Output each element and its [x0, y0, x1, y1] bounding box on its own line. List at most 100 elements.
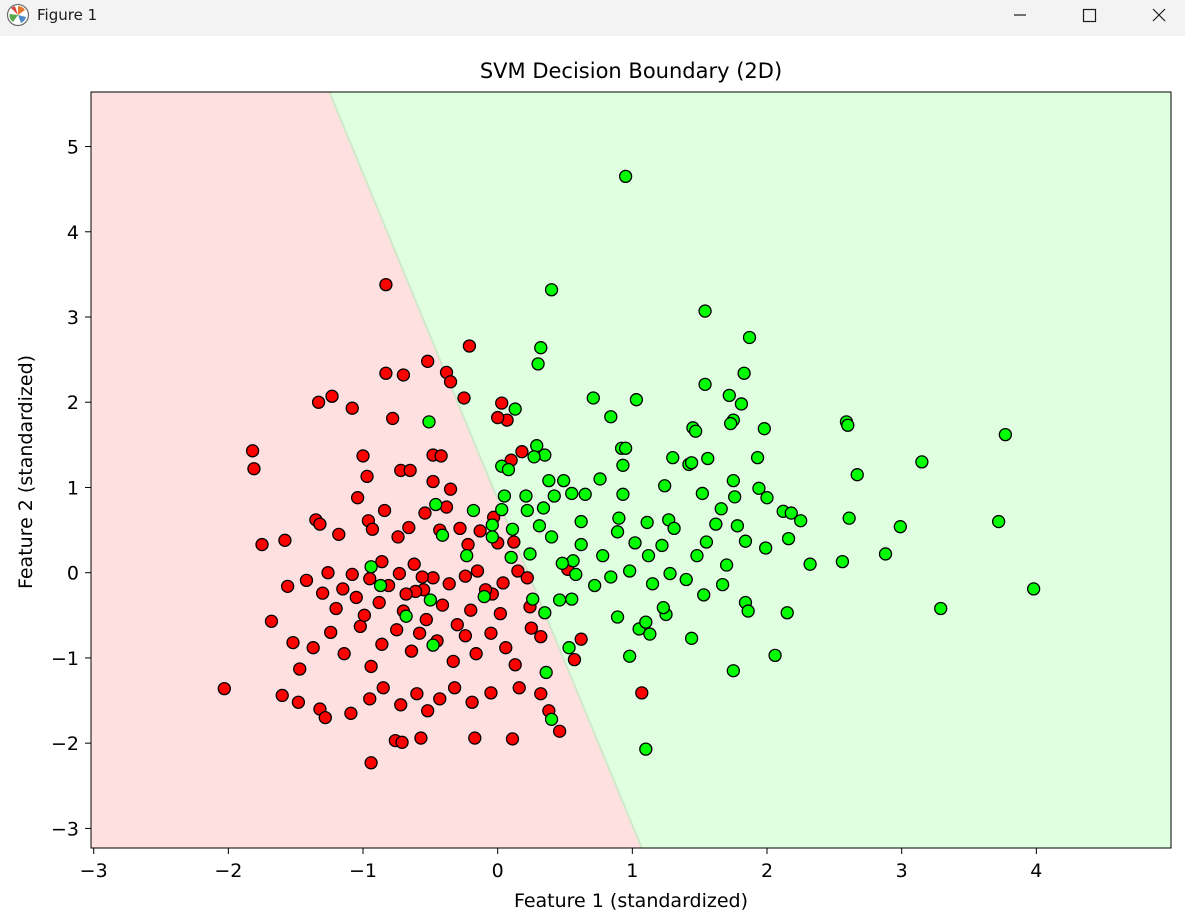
data-point-class-1	[640, 515, 654, 530]
data-point-class-0	[412, 626, 427, 640]
data-point-class-1	[547, 489, 561, 503]
data-point-class-1	[610, 525, 625, 539]
data-point-class-0	[534, 629, 548, 644]
data-point-class-1	[629, 393, 644, 407]
data-point-class-1	[623, 564, 637, 578]
data-point-class-0	[447, 681, 462, 695]
data-point-class-1	[574, 537, 588, 552]
data-point-class-1	[893, 520, 907, 534]
data-point-class-1	[610, 610, 625, 624]
data-point-class-0	[435, 598, 450, 612]
data-point-class-0	[462, 339, 477, 353]
data-point-class-0	[404, 644, 419, 658]
data-point-class-1	[364, 560, 378, 574]
close-button[interactable]	[1136, 0, 1182, 30]
data-point-class-0	[443, 482, 458, 496]
data-point-class-0	[336, 582, 350, 596]
data-point-class-0	[278, 533, 292, 547]
y-tick-label: 1	[67, 477, 79, 499]
x-axis-label: Feature 1 (standardized)	[514, 890, 748, 912]
data-point-class-1	[555, 556, 569, 570]
data-point-class-1	[562, 641, 576, 655]
data-point-class-1	[426, 638, 440, 652]
data-point-class-0	[464, 603, 478, 617]
data-point-class-1	[519, 489, 533, 503]
data-point-class-0	[375, 637, 389, 651]
data-point-class-1	[557, 474, 571, 488]
data-point-class-1	[656, 600, 670, 615]
data-point-class-1	[616, 458, 630, 472]
data-point-class-1	[715, 577, 730, 592]
data-point-class-0	[508, 658, 522, 672]
y-axis-label: Feature 2 (standardized)	[15, 355, 37, 589]
data-point-class-1	[722, 388, 736, 403]
data-point-class-1	[737, 366, 751, 380]
data-point-class-1	[842, 511, 856, 525]
data-point-class-0	[363, 572, 377, 586]
data-point-class-0	[379, 366, 393, 380]
minimize-button[interactable]	[997, 0, 1043, 30]
data-point-class-1	[915, 455, 929, 469]
data-point-class-0	[353, 619, 367, 634]
data-point-class-0	[469, 647, 483, 661]
data-point-class-0	[391, 530, 405, 544]
data-point-class-0	[264, 614, 279, 628]
data-point-class-0	[446, 654, 460, 668]
y-tick-label: −2	[51, 733, 79, 755]
data-point-class-1	[399, 609, 413, 623]
data-point-class-0	[306, 641, 320, 655]
data-point-class-0	[280, 579, 295, 593]
data-point-class-1	[639, 615, 653, 629]
data-point-class-1	[544, 712, 559, 726]
class-1-region	[329, 92, 1171, 848]
data-point-class-0	[511, 564, 525, 578]
data-point-class-0	[311, 395, 326, 409]
minimize-icon	[1014, 14, 1026, 16]
window-title: Figure 1	[37, 6, 98, 24]
x-axis-ticks: −3 −2 −1 0 1 2 3 4	[80, 848, 1042, 882]
data-point-class-1	[726, 664, 740, 678]
data-point-class-0	[443, 375, 458, 389]
data-point-class-0	[499, 641, 513, 655]
data-point-class-1	[666, 450, 680, 465]
y-tick-label: 3	[67, 307, 79, 329]
data-point-class-1	[574, 514, 588, 529]
data-point-class-0	[332, 527, 346, 541]
data-point-class-1	[497, 489, 512, 503]
plot-frame	[90, 91, 1172, 849]
data-point-class-0	[245, 444, 260, 458]
data-point-class-0	[414, 731, 428, 745]
data-point-class-0	[457, 391, 471, 405]
data-point-class-1	[709, 517, 723, 531]
data-point-class-1	[538, 606, 552, 620]
data-point-class-0	[515, 445, 529, 459]
data-point-class-1	[641, 549, 656, 563]
data-point-class-0	[349, 590, 363, 605]
decision-boundary	[328, 91, 643, 849]
data-points	[217, 169, 1041, 770]
data-point-class-0	[255, 537, 269, 552]
data-point-class-1	[566, 554, 580, 568]
y-tick-label: 5	[67, 137, 79, 159]
maximize-button[interactable]	[1066, 0, 1112, 30]
data-point-class-1	[1026, 582, 1041, 596]
data-point-class-1	[757, 422, 771, 436]
data-point-class-0	[364, 756, 378, 770]
data-point-class-1	[616, 487, 630, 501]
data-point-class-0	[337, 647, 351, 661]
data-point-class-0	[313, 517, 327, 531]
data-point-class-1	[730, 519, 745, 533]
data-point-class-1	[639, 742, 653, 756]
data-point-class-1	[435, 528, 450, 542]
data-point-class-0	[217, 681, 231, 696]
data-point-class-0	[275, 688, 289, 703]
data-point-class-1	[655, 538, 669, 553]
y-tick-label: −1	[51, 648, 79, 670]
data-point-class-1	[508, 402, 522, 416]
data-point-class-0	[357, 608, 372, 622]
data-point-class-0	[434, 449, 448, 463]
data-point-class-0	[318, 710, 332, 725]
data-point-class-1	[544, 530, 559, 544]
data-point-class-1	[373, 578, 388, 593]
data-point-class-1	[719, 558, 734, 572]
